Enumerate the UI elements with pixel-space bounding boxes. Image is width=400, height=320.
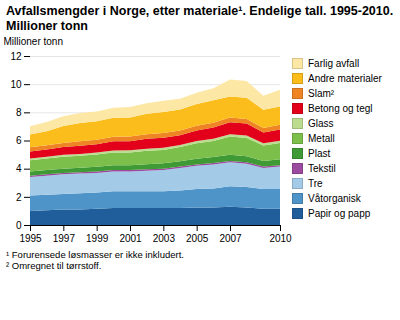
html-text:Andre materialer: Andre materialer [308,73,382,84]
svg-text:1997: 1997 [53,233,76,244]
html-text:Metall: Metall [308,133,335,144]
html-text:Slam²: Slam² [308,88,335,99]
svg-text:4: 4 [16,163,22,174]
svg-text:6: 6 [16,135,22,146]
html-text:Papir og papp: Papir og papp [308,208,371,219]
svg-text:2001: 2001 [119,233,142,244]
html-text:² Omregnet til tørrstoff.: ² Omregnet til tørrstoff. [6,260,102,271]
html-text:Farlig avfall: Farlig avfall [308,58,360,69]
html-text:¹ Forurensede løsmasser er ikk: ¹ Forurensede løsmasser er ikke inkluder… [6,249,184,260]
html-text:Avfallsmengder i Norge, etter: Avfallsmengder i Norge, etter materiale¹… [6,4,394,33]
svg-text:2010: 2010 [269,233,292,244]
html-text:Betong og tegl: Betong og tegl [308,103,373,114]
svg-text:2005: 2005 [186,233,209,244]
svg-text:2003: 2003 [153,233,176,244]
svg-text:10: 10 [10,79,22,90]
svg-text:2007: 2007 [219,233,242,244]
svg-text:1999: 1999 [86,233,109,244]
html-text:Tekstil: Tekstil [308,163,336,174]
svg-text:12: 12 [10,51,22,62]
html-text:Plast: Plast [308,148,331,159]
html-text:Glass: Glass [308,118,334,129]
svg-text:8: 8 [16,107,22,118]
svg-text:Millioner tonn: Millioner tonn [4,36,63,47]
svg-text:0: 0 [16,220,22,231]
svg-text:1995: 1995 [19,233,42,244]
html-text:Våtorganisk: Våtorganisk [308,193,361,204]
svg-text:2: 2 [16,192,22,203]
html-text:Tre: Tre [308,178,323,189]
